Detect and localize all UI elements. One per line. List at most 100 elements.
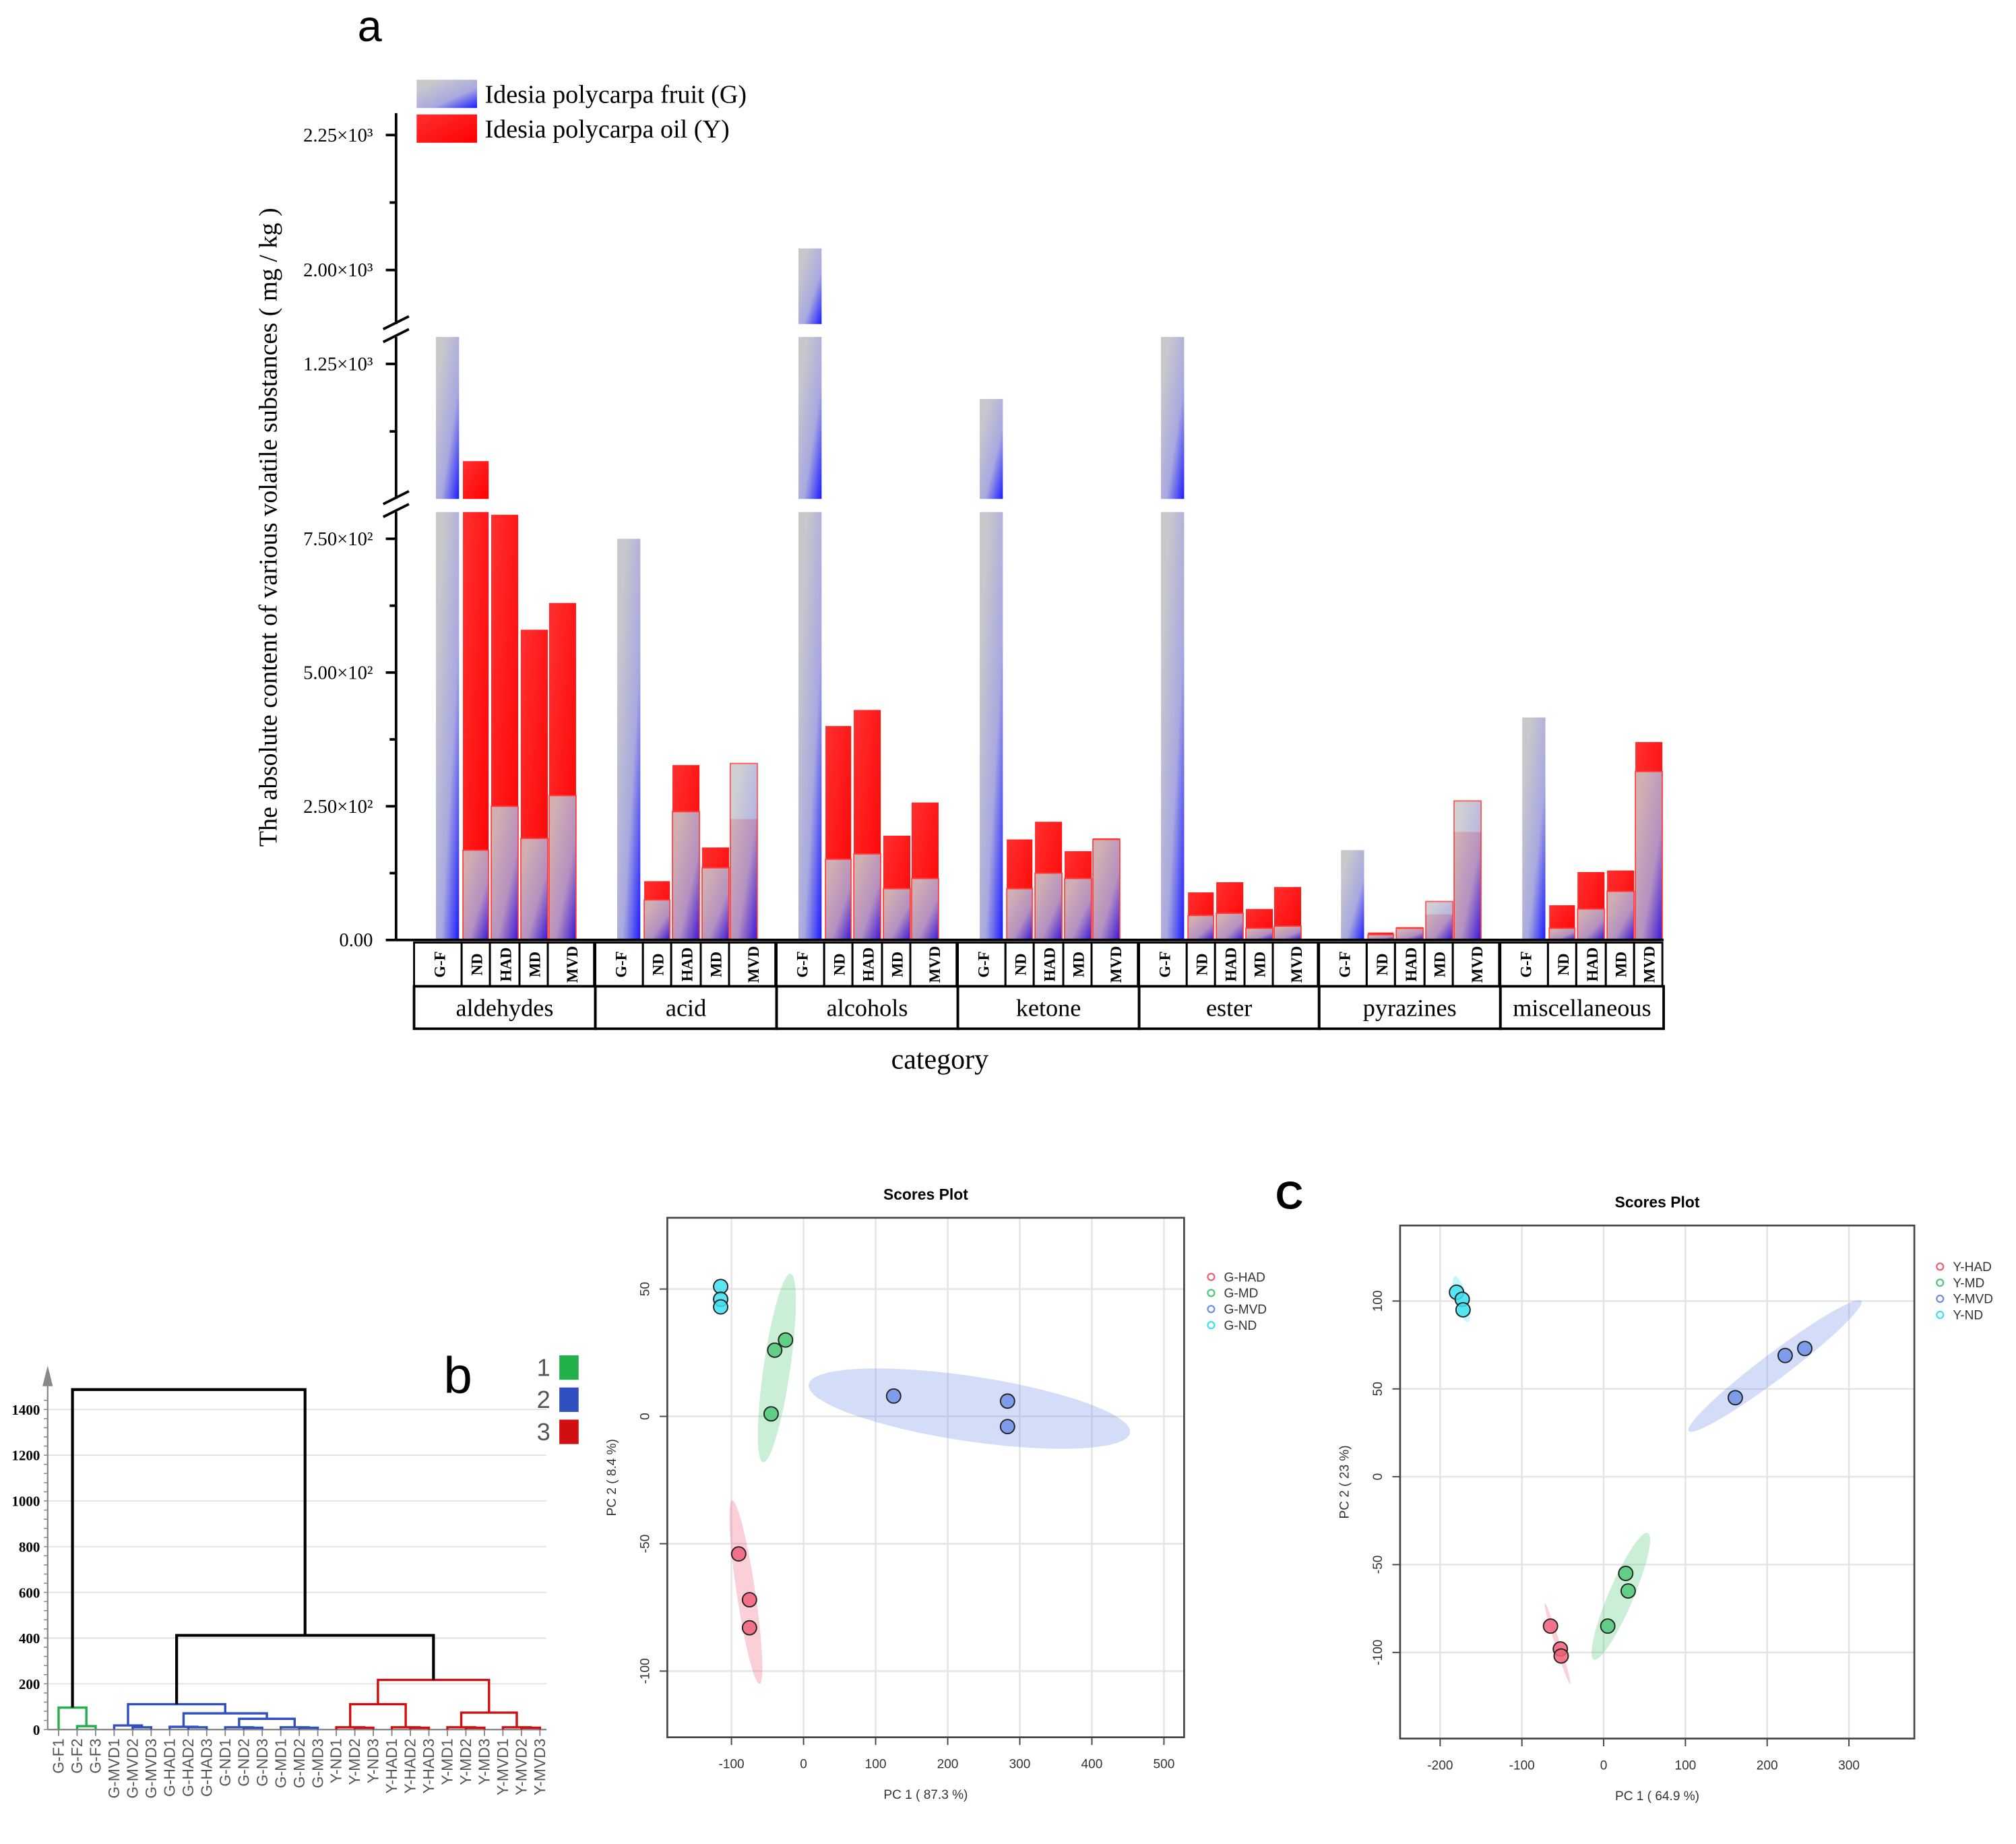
bar-fruit-acid-HAD	[672, 811, 701, 941]
leaf-label: G-F1	[50, 1739, 67, 1774]
leaf-label: G-MVD3	[142, 1739, 160, 1799]
leaf-label: G-ND3	[253, 1739, 271, 1787]
confidence-ellipse-Y-MVD	[1688, 1300, 1862, 1432]
score-point-G-ND	[713, 1299, 729, 1315]
method-label: MD	[1252, 952, 1269, 977]
method-label: G-F	[794, 951, 811, 977]
legend-marker	[1936, 1310, 1945, 1319]
method-label: MD	[889, 952, 906, 977]
score-point-Y-MD	[1618, 1566, 1634, 1581]
method-label: G-F	[431, 951, 448, 977]
category-label-box	[1499, 985, 1665, 1031]
bar-fruit-miscellaneous-HAD	[1577, 908, 1606, 941]
y-tick-label: -100	[1371, 1640, 1385, 1665]
x-tick-label: 200	[1757, 1758, 1778, 1773]
bar-fruit-alcohols-G-F	[798, 336, 822, 499]
leaf-label: G-MVD2	[124, 1739, 141, 1799]
bar-fruit-ester-MVD	[1273, 925, 1302, 941]
legend-label: Y-ND	[1953, 1309, 1983, 1323]
bar-fruit-alcohols-G-F	[798, 512, 822, 940]
y-tick-label: 0	[1371, 1473, 1385, 1481]
bar-fruit-ketone-MD	[1063, 878, 1092, 941]
y-axis-label: PC 2 ( 23 %)	[1338, 1445, 1352, 1518]
bar-fruit-ester-HAD	[1216, 913, 1245, 941]
leaf-label: Y-MD2	[457, 1739, 474, 1785]
x-tick-label: -200	[1427, 1758, 1453, 1773]
x-axis-label: category	[891, 1045, 988, 1076]
leaf-label: G-MVD1	[105, 1739, 123, 1799]
dendrogram-link	[168, 1725, 199, 1730]
method-label: ND	[831, 953, 848, 975]
leaf-label: G-HAD2	[179, 1739, 197, 1797]
score-point-G-ND	[713, 1279, 729, 1295]
dendrogram-link	[348, 1702, 407, 1727]
x-tick-label: -100	[1509, 1758, 1535, 1773]
plot-title: Scores Plot	[883, 1186, 968, 1203]
legend-marker	[1936, 1279, 1945, 1287]
method-label: ND	[1194, 953, 1211, 975]
dendrogram-link	[460, 1711, 518, 1727]
method-label: MVD	[1641, 946, 1658, 983]
y-tick-label: 2.50×10²	[303, 797, 373, 818]
dendrogram-link	[71, 1388, 307, 1708]
confidence-ellipse-G-MVD	[808, 1368, 1131, 1449]
method-label: HAD	[1403, 948, 1420, 982]
bar-fruit-ketone-G-F	[980, 399, 1003, 499]
method-label: G-F	[1156, 951, 1173, 977]
plot-frame	[666, 1217, 1185, 1738]
category-label: miscellaneous	[1513, 994, 1651, 1021]
y-tick-label: -50	[1371, 1556, 1385, 1574]
method-label: ND	[469, 953, 486, 975]
score-point-G-HAD	[730, 1546, 747, 1562]
method-label: HAD	[679, 948, 696, 982]
confidence-ellipse-Y-MD	[1592, 1533, 1650, 1660]
leaf-label: Y-HAD2	[402, 1739, 419, 1794]
dendrogram-link	[127, 1702, 226, 1726]
dendrogram-link	[238, 1717, 296, 1727]
score-point-G-HAD	[741, 1592, 757, 1608]
method-label: G-F	[612, 951, 629, 977]
leaf-label: G-MD3	[309, 1739, 326, 1789]
y-tick-label: 7.50×10²	[303, 529, 373, 550]
method-label: ND	[1374, 953, 1391, 975]
score-point-G-HAD	[741, 1620, 757, 1636]
method-label: HAD	[1584, 948, 1601, 982]
pca-scores-plot-fruit: -100 0 100 200 300 400 500 -100 -50 0 50 Scores Plo…	[605, 1186, 1267, 1802]
method-label: MVD	[564, 946, 581, 983]
leaf-label: G-MD2	[290, 1739, 308, 1789]
x-tick-label: -100	[719, 1757, 745, 1771]
score-point-Y-ND	[1455, 1301, 1471, 1318]
bar-fruit-alcohols-MVD	[910, 878, 939, 941]
x-axis-label: PC 1 ( 87.3 %)	[883, 1788, 968, 1802]
method-label: MVD	[1469, 946, 1486, 983]
legend-marker	[1936, 1294, 1945, 1303]
dendrogram-link	[377, 1678, 491, 1713]
legend-marker	[1207, 1272, 1216, 1281]
method-label: HAD	[1223, 948, 1240, 982]
leaf-label: Y-MVD1	[494, 1739, 511, 1795]
legend-label: Y-MD	[1953, 1277, 1984, 1291]
bar-fruit-aldehydes-HAD	[491, 805, 519, 941]
category-label: alcohols	[827, 994, 908, 1021]
bar-fruit-ester-G-F	[1161, 336, 1185, 499]
bar-fruit-alcohols-G-F	[798, 248, 822, 324]
method-label: MVD	[1288, 946, 1305, 983]
bar-fruit-ketone-ND	[1006, 888, 1034, 941]
dendrogram-link	[175, 1634, 435, 1704]
bar-fruit-ester-ND	[1187, 915, 1215, 941]
method-label: MD	[1432, 952, 1449, 977]
bar-fruit-miscellaneous-G-F	[1522, 717, 1546, 940]
bar-fruit-aldehydes-G-F	[435, 512, 460, 940]
bar-fruit-acid-G-F	[617, 539, 641, 940]
category-label: acid	[666, 994, 706, 1021]
score-point-G-MVD	[999, 1419, 1015, 1435]
bar-fruit-pyrazines-MVD	[1453, 800, 1482, 941]
cluster-legend-swatch	[559, 1387, 579, 1412]
plot-frame	[1399, 1224, 1916, 1740]
legend-label: G-ND	[1224, 1319, 1257, 1333]
bar-fruit-ketone-G-F	[980, 512, 1003, 940]
bar-fruit-pyrazines-MD	[1425, 900, 1454, 941]
y-tick-label: 50	[1371, 1382, 1385, 1396]
leaf-label: G-F2	[68, 1739, 86, 1774]
cluster-legend-label: 1	[537, 1354, 550, 1382]
